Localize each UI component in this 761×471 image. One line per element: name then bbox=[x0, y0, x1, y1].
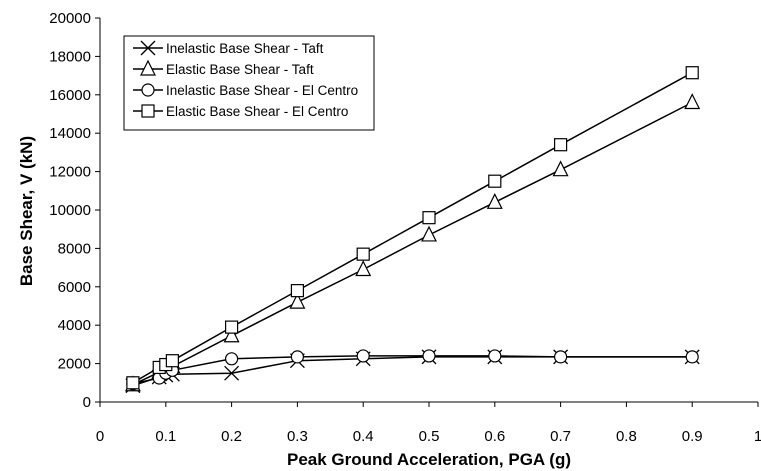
legend-entry-2: Inelastic Base Shear - El Centro bbox=[133, 83, 358, 98]
data-point bbox=[289, 292, 306, 309]
legend-label: Elastic Base Shear - El Centro bbox=[166, 104, 348, 119]
data-point bbox=[685, 66, 699, 80]
series-layer bbox=[124, 66, 701, 394]
legend-label: Inelastic Base Shear - Taft bbox=[166, 41, 324, 56]
legend-entry-1: Elastic Base Shear - Taft bbox=[133, 59, 314, 77]
legend-entry-0: Inelastic Base Shear - Taft bbox=[133, 40, 324, 56]
series-3 bbox=[126, 66, 699, 390]
data-point bbox=[290, 284, 304, 298]
legend-entry-3: Elastic Base Shear - El Centro bbox=[133, 104, 348, 119]
data-point bbox=[422, 349, 436, 363]
data-point bbox=[225, 352, 239, 366]
legend-label: Elastic Base Shear - Taft bbox=[166, 62, 314, 77]
x-tick-label: 0.2 bbox=[221, 428, 242, 445]
data-point bbox=[552, 160, 569, 177]
legend: Inelastic Base Shear - Taft Elastic Base … bbox=[123, 35, 375, 131]
data-point bbox=[225, 320, 239, 334]
x-tick-label: 0.7 bbox=[550, 428, 571, 445]
y-axis-title: Base Shear, V (kN) bbox=[17, 136, 36, 286]
data-point bbox=[224, 365, 240, 381]
legend-marker bbox=[140, 40, 156, 56]
x-axis-title: Peak Ground Acceleration, PGA (g) bbox=[287, 450, 571, 469]
y-tick-label: 18000 bbox=[49, 48, 91, 65]
x-tick-label: 0.3 bbox=[287, 428, 308, 445]
data-point bbox=[355, 260, 372, 277]
x-tick-label: 0.9 bbox=[682, 428, 703, 445]
x-axis: 0 0.1 0.2 0.3 0.4 0.5 0.6 0.7 0.8 0.9 1 bbox=[96, 402, 761, 445]
y-axis: 0 2000 4000 6000 8000 10000 12000 14000 16000 180… bbox=[49, 10, 100, 411]
data-point bbox=[290, 350, 304, 364]
data-point bbox=[126, 376, 140, 390]
data-point bbox=[165, 354, 179, 368]
data-point bbox=[553, 350, 568, 364]
y-tick-label: 16000 bbox=[49, 87, 91, 104]
series-1 bbox=[124, 93, 701, 392]
x-tick-label: 0.4 bbox=[353, 428, 374, 445]
legend-marker bbox=[140, 59, 156, 76]
y-tick-label: 8000 bbox=[58, 240, 91, 257]
data-point bbox=[422, 211, 436, 225]
marker-stroke bbox=[140, 40, 156, 56]
legend-label: Inelastic Base Shear - El Centro bbox=[166, 83, 358, 98]
data-point bbox=[356, 349, 370, 363]
data-point bbox=[223, 326, 240, 343]
series-line bbox=[132, 355, 693, 385]
x-tick-label: 1 bbox=[754, 428, 761, 445]
y-tick-label: 12000 bbox=[49, 164, 91, 181]
series-2 bbox=[126, 349, 699, 391]
y-tick-label: 6000 bbox=[58, 279, 91, 296]
data-point bbox=[356, 247, 370, 261]
x-tick-label: 0.1 bbox=[155, 428, 176, 445]
data-point bbox=[486, 192, 503, 209]
series-line bbox=[132, 101, 693, 386]
legend-box bbox=[123, 35, 375, 131]
marker-stroke bbox=[224, 365, 240, 381]
x-tick-label: 0.8 bbox=[616, 428, 637, 445]
y-tick-label: 20000 bbox=[49, 10, 91, 27]
y-tick-label: 10000 bbox=[49, 202, 91, 219]
data-point bbox=[488, 349, 502, 363]
legend-marker bbox=[141, 83, 155, 97]
data-point bbox=[488, 174, 502, 188]
legend-marker bbox=[141, 104, 155, 118]
data-point bbox=[685, 350, 699, 364]
y-tick-label: 2000 bbox=[58, 356, 91, 373]
x-tick-label: 0.5 bbox=[419, 428, 440, 445]
x-tick-label: 0.6 bbox=[484, 428, 505, 445]
data-point bbox=[553, 138, 568, 152]
data-point bbox=[421, 225, 437, 242]
x-tick-label: 0 bbox=[96, 428, 104, 445]
y-tick-label: 14000 bbox=[49, 125, 91, 142]
y-tick-label: 0 bbox=[83, 394, 91, 411]
y-tick-label: 4000 bbox=[58, 317, 91, 334]
data-point bbox=[684, 93, 701, 110]
